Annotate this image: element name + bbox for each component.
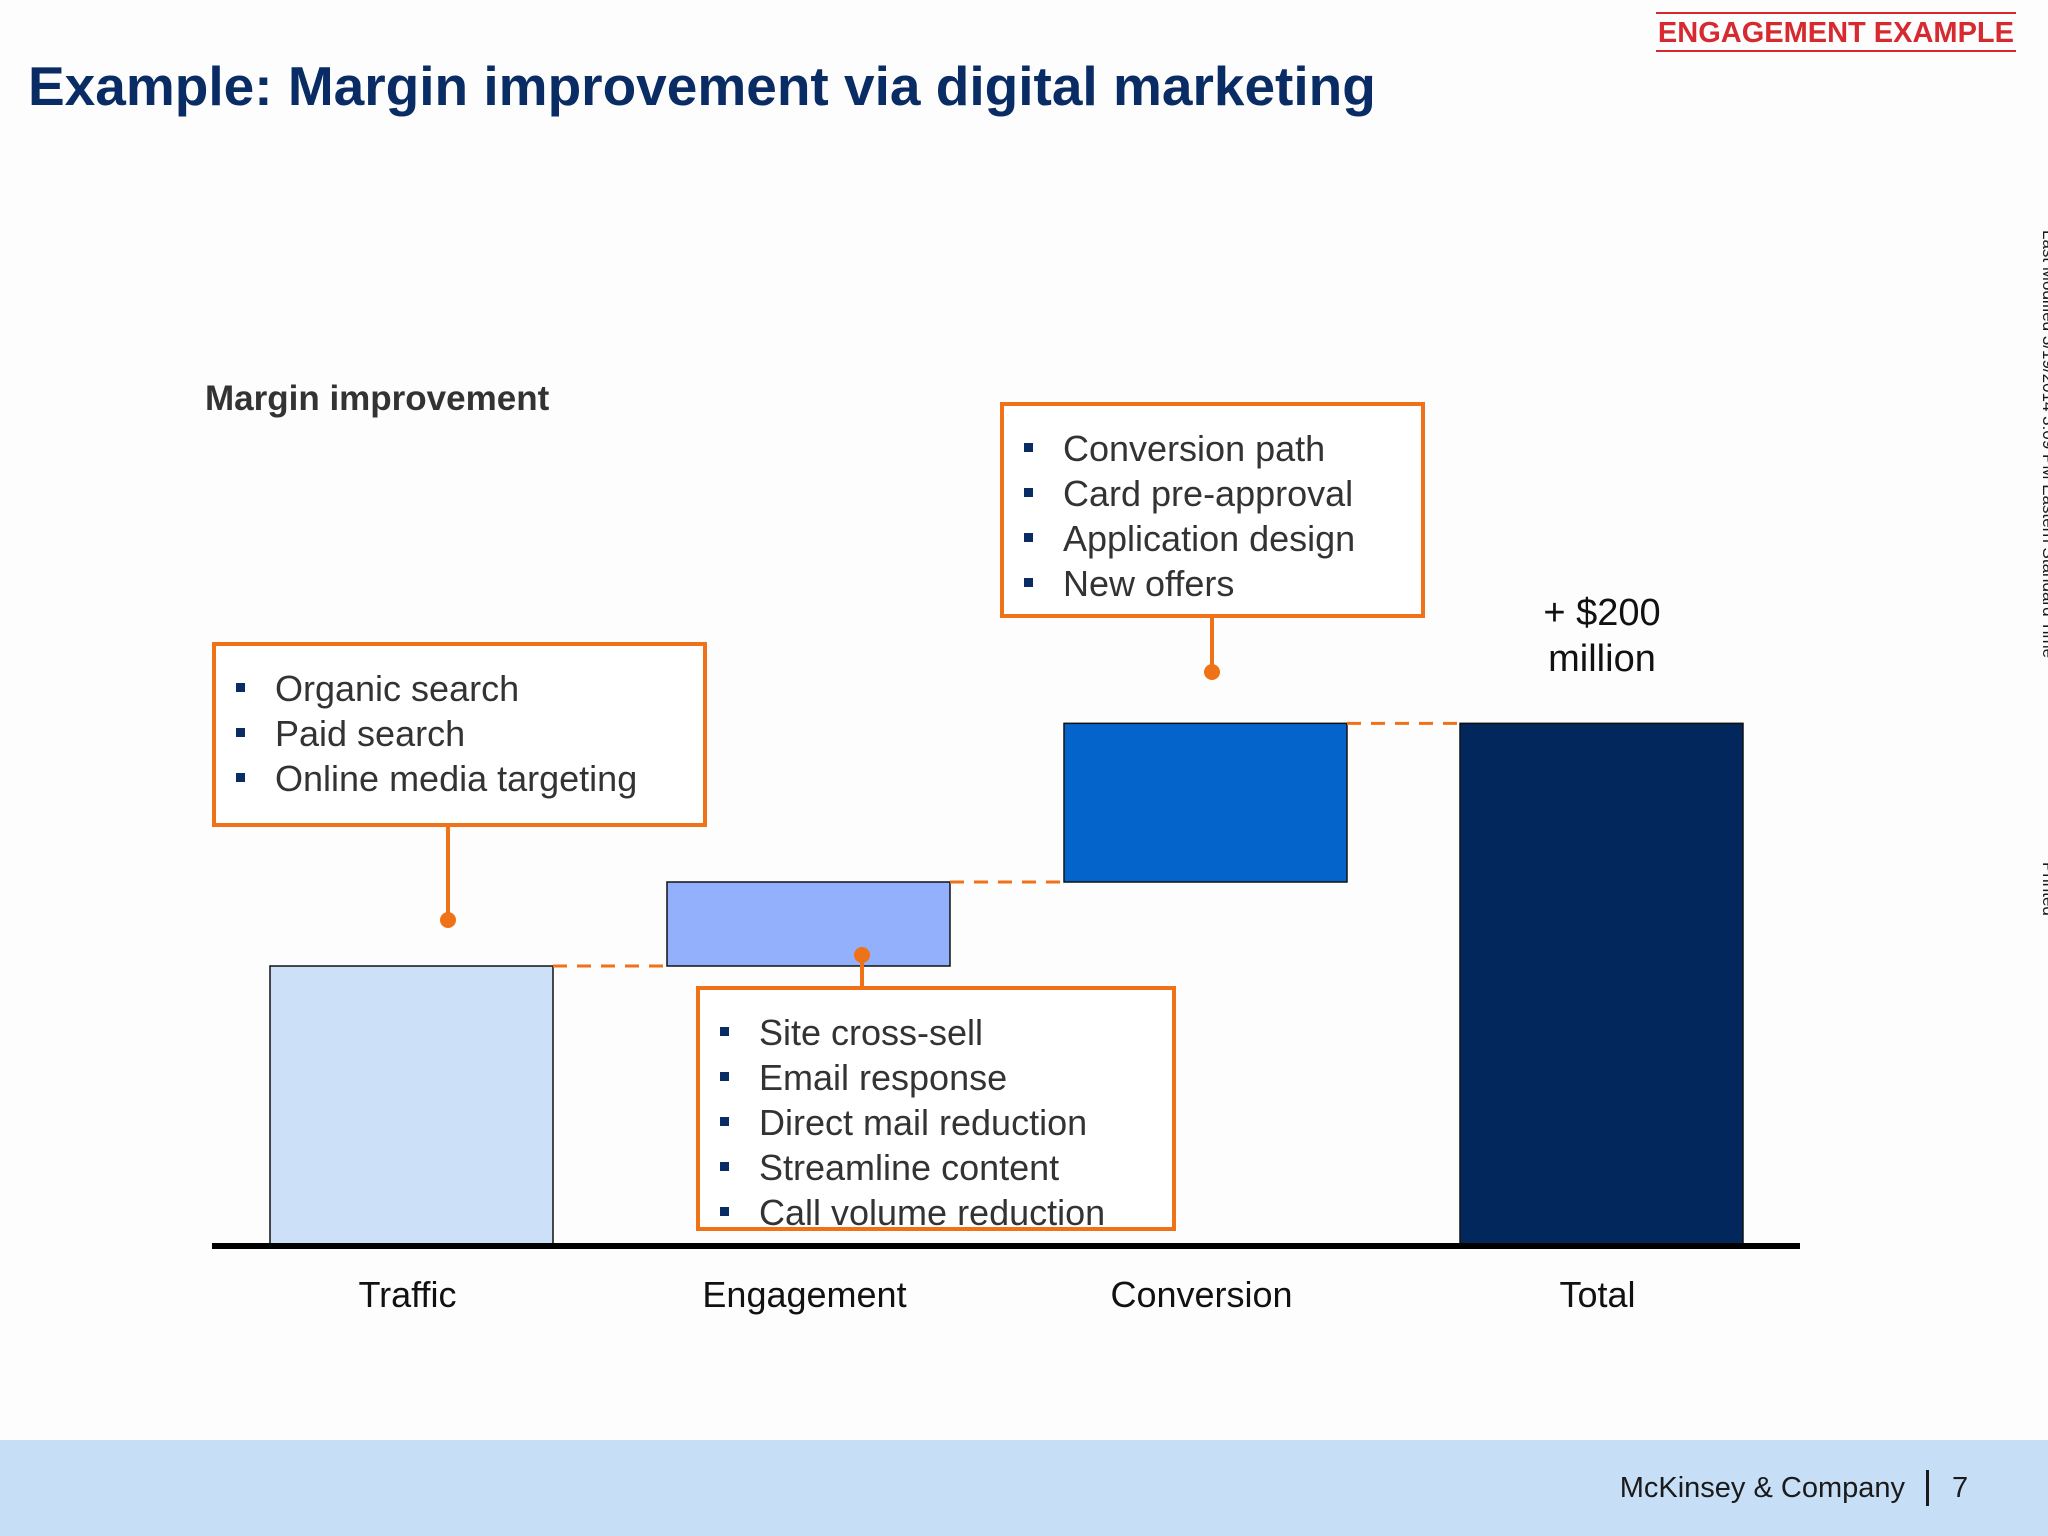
callout-item-traffic: Organic search — [275, 668, 519, 709]
callout-item-conversion: Card pre-approval — [1063, 473, 1353, 514]
callout-item-conversion: Application design — [1063, 518, 1355, 559]
callout-bullet — [236, 683, 245, 692]
footer-band — [0, 1440, 2048, 1536]
callout-item-engagement: Streamline content — [759, 1147, 1059, 1188]
callout-box-conversion — [1000, 402, 1425, 618]
total-value-label-1: + $200 — [1543, 592, 1660, 634]
callout-item-conversion: Conversion path — [1063, 428, 1325, 469]
callout-bullet — [236, 728, 245, 737]
callout-dot-engagement — [854, 947, 870, 963]
callout-item-conversion: New offers — [1063, 563, 1234, 604]
callout-item-engagement: Call volume reduction — [759, 1192, 1105, 1233]
category-label-engagement: Engagement — [702, 1274, 906, 1315]
callout-bullet — [1024, 578, 1033, 587]
callout-bullet — [720, 1117, 729, 1126]
callout-bullet — [1024, 443, 1033, 452]
callout-item-traffic: Paid search — [275, 713, 465, 754]
callout-item-engagement: Email response — [759, 1057, 1007, 1098]
category-label-total: Total — [1559, 1274, 1635, 1315]
callout-bullet — [236, 773, 245, 782]
callout-item-traffic: Online media targeting — [275, 758, 637, 799]
callout-bullet — [1024, 488, 1033, 497]
callout-box-engagement — [696, 986, 1176, 1231]
chart-title: Margin improvement — [205, 379, 550, 418]
page-number: 7 — [1952, 1472, 1969, 1504]
footer-separator — [1926, 1470, 1929, 1506]
callout-bullet — [720, 1162, 729, 1171]
last-modified-note: Last Modified 3/19/2014 3:09 PM Eastern … — [2039, 230, 2048, 659]
callout-box-traffic — [212, 642, 707, 827]
category-label-traffic: Traffic — [358, 1274, 456, 1315]
printed-note: Printed — [2039, 862, 2048, 916]
bar-total — [1459, 722, 1744, 1247]
callout-bullet — [720, 1207, 729, 1216]
engagement-example-tag: ENGAGEMENT EXAMPLE — [1655, 12, 2016, 52]
bar-engagement — [666, 881, 951, 967]
callout-dot-conversion — [1204, 664, 1220, 680]
callout-bullet — [720, 1027, 729, 1036]
callout-item-engagement: Site cross-sell — [759, 1012, 983, 1053]
footer-brand: McKinsey & Company — [1619, 1472, 1905, 1504]
waterfall-chart: Margin improvement Traffic Engagement Conve… — [205, 379, 1800, 1315]
callout-bullet — [720, 1072, 729, 1081]
category-label-conversion: Conversion — [1110, 1274, 1292, 1315]
bar-conversion — [1063, 722, 1348, 883]
callout-bullet — [1024, 533, 1033, 542]
callout-dot-traffic — [440, 912, 456, 928]
bar-traffic — [269, 965, 554, 1247]
total-value-label-2: million — [1548, 638, 1656, 680]
callout-item-engagement: Direct mail reduction — [759, 1102, 1087, 1143]
page-title: Example: Margin improvement via digital … — [28, 55, 1376, 117]
